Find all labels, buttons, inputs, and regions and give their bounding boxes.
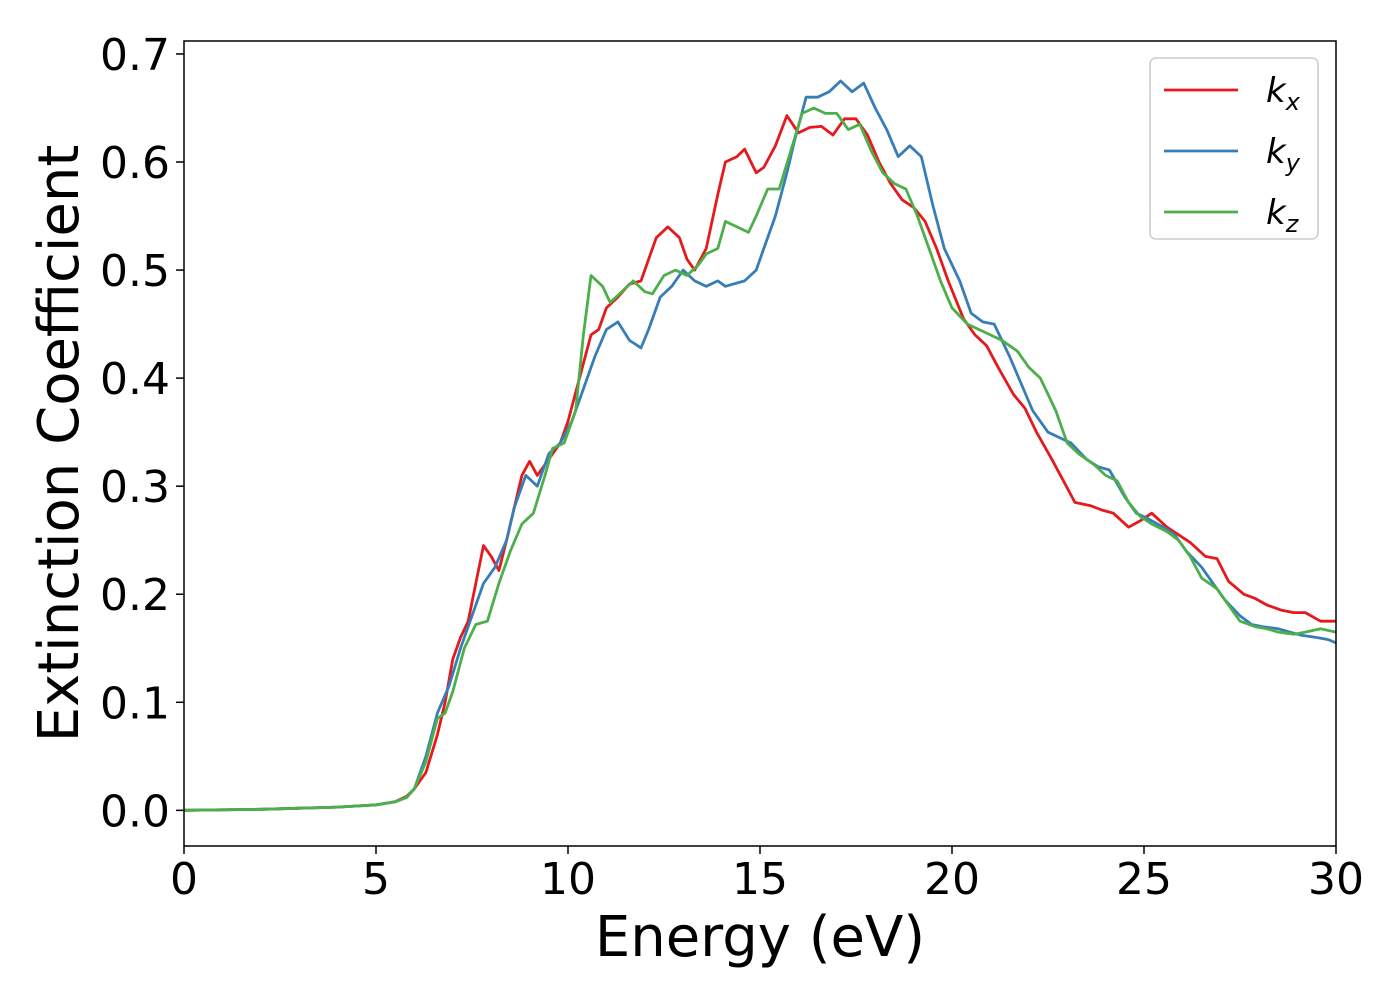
y-tick-label: 0.2: [100, 570, 170, 621]
x-tick-label: 15: [732, 854, 788, 905]
x-tick-label: 5: [362, 854, 390, 905]
x-tick-label: 0: [170, 854, 198, 905]
legend: kx ky kz: [1149, 57, 1319, 240]
y-tick-label: 0.7: [100, 30, 170, 81]
legend-box: [1149, 57, 1319, 240]
series-line-ky: [183, 79, 1337, 812]
x-axis-ticks: 0 5 10 15 20 25 30: [170, 846, 1364, 905]
y-tick-label: 0.1: [100, 678, 170, 729]
series-line-kz: [183, 106, 1337, 812]
legend-label-kx: kx: [1266, 71, 1301, 116]
x-axis-title: Energy (eV): [595, 905, 925, 970]
legend-label-kz: kz: [1266, 193, 1300, 238]
y-tick-label: 0.5: [100, 246, 170, 297]
x-tick-label: 20: [924, 854, 980, 905]
y-tick-label: 0.6: [100, 138, 170, 189]
series-line-kx: [183, 114, 1336, 812]
y-tick-label: 0.4: [100, 354, 170, 405]
x-tick-label: 30: [1308, 854, 1364, 905]
x-tick-label: 10: [540, 854, 596, 905]
series-lines: [183, 79, 1337, 812]
y-tick-label: 0.3: [100, 462, 170, 513]
y-axis-title: Extinction Coefficient: [27, 145, 92, 743]
x-tick-label: 25: [1116, 854, 1172, 905]
y-axis-ticks: 0.0 0.1 0.2 0.3 0.4 0.5 0.6 0.7: [100, 30, 184, 837]
y-tick-label: 0.0: [100, 786, 170, 837]
legend-label-ky: ky: [1266, 132, 1301, 177]
